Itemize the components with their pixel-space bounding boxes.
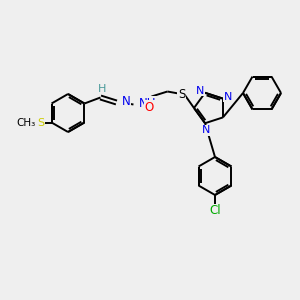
Text: N: N [224,92,232,102]
Text: O: O [145,101,154,114]
Text: N: N [122,95,130,108]
Text: H: H [98,83,106,94]
Text: N: N [196,86,204,96]
Text: Cl: Cl [209,205,221,218]
Text: S: S [37,118,44,128]
Text: CH₃: CH₃ [16,118,35,128]
Text: NH: NH [139,97,156,110]
Text: N: N [202,125,210,135]
Text: S: S [178,88,185,101]
